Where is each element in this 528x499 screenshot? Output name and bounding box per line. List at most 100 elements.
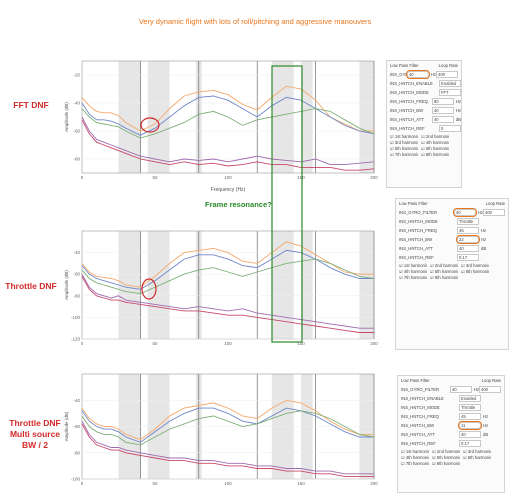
y-tick-label: -40 [73,101,80,106]
param-label: INS_HNTCH_REF [390,126,425,131]
loop-rate-field[interactable]: 400 [436,71,458,78]
harmonic-checkbox[interactable]: ☑ 4th harmonic [401,455,429,460]
harmonic-checkbox[interactable]: ☑ 2nd harmonic [432,449,460,454]
param-unit: Hz [481,228,487,233]
param-unit: dB [483,432,489,437]
y-tick-label: -80 [73,450,80,455]
series-line-red [81,276,374,333]
notch-circle-fft [140,117,160,133]
harmonic-checkbox[interactable]: ☑ 1st harmonic [401,449,429,454]
harmonic-checkbox[interactable]: ☑ 6th harmonic [461,269,489,274]
param-value-field[interactable]: 40 [405,70,430,79]
series-line-green [81,108,375,139]
harmonic-checkbox[interactable]: ☑ 7th harmonic [390,152,418,157]
series-line-orange [81,241,374,288]
param-value-field[interactable]: 80 [431,98,454,105]
param-value-field[interactable]: 11 [458,421,482,430]
harmonic-checkbox[interactable]: ☑ 8th harmonic [421,152,449,157]
harmonic-checkbox[interactable]: ☑ 6th harmonic [421,146,449,151]
x-tick-label: 50 [152,481,158,486]
series-line-purple [81,420,374,475]
param-unit: dB [455,117,461,122]
harmonic-checkbox[interactable]: ☑ 3rd harmonic [390,140,418,145]
param-label: INS_GYRO_FILTER [390,72,407,77]
label-multi-line2: Multi source [9,429,61,439]
shade-band [118,231,141,339]
param-value-field[interactable]: 40 [449,386,472,393]
harmonic-checkbox[interactable]: ☑ 5th harmonic [430,269,458,274]
param-value-field[interactable]: 45 [457,227,479,234]
param-label: INS_HNTCH_REF [399,255,434,260]
harmonic-checkbox[interactable]: ☑ 2nd harmonic [421,134,449,139]
shade-band [359,231,374,339]
shade-band [301,231,313,339]
harmonic-checkbox[interactable]: ☑ 3rd harmonic [463,449,491,454]
harmonic-checkbox[interactable]: ☑ 6th harmonic [463,455,491,460]
harmonic-checkbox[interactable]: ☑ 1st harmonic [399,263,427,268]
harmonic-checkbox[interactable]: ☑ 4th harmonic [399,269,427,274]
param-row: INS_HNTCH_REF 0 [387,124,461,133]
y-tick-label: -20 [73,73,80,78]
loop-rate-field[interactable]: 400 [479,386,501,393]
label-throttle-dnf: Throttle DNF [0,281,62,292]
series-line-orange [81,399,374,441]
param-value-field[interactable]: 22 [456,235,480,244]
param-value-field[interactable]: 40 [457,245,479,252]
harmonic-checkbox[interactable]: ☑ 8th harmonic [430,275,458,280]
param-value-field[interactable]: 40 [431,107,454,114]
resonance-label: Frame resonance? [205,200,272,209]
param-value-field[interactable]: Enabled [439,80,461,87]
param-label: INS_GYRO_FILTER [401,387,440,392]
param-row: INS_HNTCH_REF 0.17 [398,439,504,448]
param-value-field[interactable]: Enabled [459,395,481,402]
harmonic-checkbox[interactable]: ☑ 2nd harmonic [430,263,458,268]
x-tick-label: 50 [152,175,158,180]
series-line-blue [81,407,374,443]
harmonic-checkbox[interactable]: ☑ 1st harmonic [390,134,418,139]
x-tick-label: 200 [370,175,378,180]
param-label: INS_HNTCH_FREQ [399,228,437,233]
param-value-field[interactable]: 40 [452,208,477,217]
y-axis-label: Amplitude (dB) [64,270,69,300]
loop-rate-field[interactable]: 400 [483,209,505,216]
harmonic-checkbox[interactable]: ☑ 7th harmonic [399,275,427,280]
param-value-field[interactable]: Throttle [457,218,479,225]
x-tick-label: 100 [224,175,232,180]
label-throttle-dnf-text: Throttle DNF [5,281,57,291]
chart-fft-svg: -20 -40 -60 -80 0 50 100 150 200 Frequency (Hz) Am… [64,60,378,193]
param-unit: Hz [483,414,489,419]
param-value-field[interactable]: 40 [459,431,481,438]
param-unit: Hz [455,108,461,113]
param-value-field[interactable]: FFT [439,89,461,96]
harmonic-checkbox[interactable]: ☑ 7th harmonic [401,461,429,466]
harmonic-checkbox[interactable]: ☑ 3rd harmonic [461,263,489,268]
param-row: INS_HNTCH_MODE FFT [387,88,461,97]
param-row: INS_HNTCH_ENABLE Enabled [398,394,504,403]
param-value-field[interactable]: 0.17 [459,440,481,447]
param-label: INS_HNTCH_ENABLE [390,81,433,86]
param-value-field[interactable]: 45 [459,413,481,420]
param-value-field[interactable]: 0.17 [457,254,479,261]
harmonic-checkbox[interactable]: ☑ 5th harmonic [390,146,418,151]
page-title: Very dynamic flight with lots of roll/pi… [138,17,372,26]
param-row: INS_HNTCH_ATT 40 dB [396,244,508,253]
series-line-purple [81,273,374,329]
label-fft-dnf-text: FFT DNF [13,100,49,110]
param-value-field[interactable]: Throttle [459,404,481,411]
x-axis-label: Frequency (Hz) [211,187,246,193]
harmonic-checkbox[interactable]: ☑ 4th harmonic [421,140,449,145]
param-label: INS_HNTCH_FREQ [401,414,439,419]
param-unit: Hz [430,72,436,77]
harmonic-checkbox[interactable]: ☑ 8th harmonic [432,461,460,466]
harmonic-checkbox[interactable]: ☑ 5th harmonic [432,455,460,460]
x-tick-label: 200 [370,481,378,486]
chart-fft: -20 -40 -60 -80 0 50 100 150 200 Frequency (Hz) Am… [62,55,380,195]
param-value-field[interactable]: 0 [439,125,461,132]
param-value-field[interactable]: 40 [431,116,454,123]
series-line-orange [81,85,374,132]
y-axis-label: Amplitude (dB) [64,411,69,441]
low-pass-title: Low Pass Filter [399,201,428,206]
